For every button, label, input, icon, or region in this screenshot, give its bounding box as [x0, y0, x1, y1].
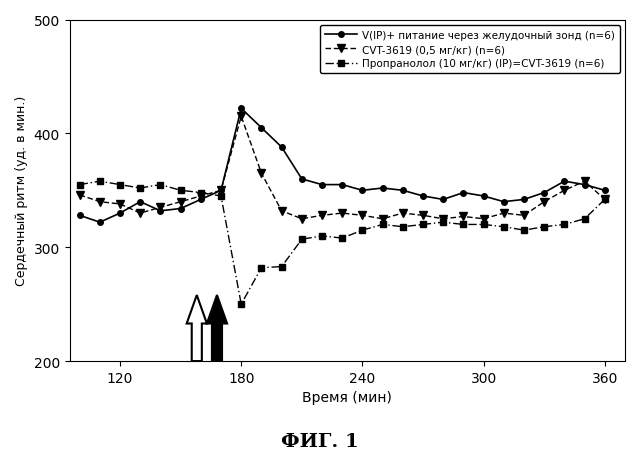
Polygon shape [187, 295, 207, 361]
Пропранолол (10 мг/кг) (IP)=CVT-3619 (n=6) [217, 194, 225, 199]
Пропранолол (10 мг/кг) (IP)=CVT-3619 (n=6) [157, 183, 164, 188]
V(IP)+ питание через желудочный зонд (n=6) [257, 126, 265, 131]
Пропранолол (10 мг/кг) (IP)=CVT-3619 (n=6) [197, 190, 205, 196]
Пропранолол (10 мг/кг) (IP)=CVT-3619 (n=6) [580, 216, 588, 222]
Line: V(IP)+ питание через желудочный зонд (n=6): V(IP)+ питание через желудочный зонд (n=… [77, 106, 607, 226]
CVT-3619 (0,5 мг/кг) (n=6) [379, 216, 387, 222]
V(IP)+ питание через желудочный зонд (n=6) [601, 188, 609, 193]
Пропранолол (10 мг/кг) (IP)=CVT-3619 (n=6) [257, 266, 265, 271]
Пропранолол (10 мг/кг) (IP)=CVT-3619 (n=6) [298, 237, 306, 243]
Y-axis label: Сердечный ритм (уд. в мин.): Сердечный ритм (уд. в мин.) [15, 96, 28, 286]
V(IP)+ питание через желудочный зонд (n=6) [136, 199, 144, 205]
V(IP)+ питание через желудочный зонд (n=6) [358, 188, 366, 193]
CVT-3619 (0,5 мг/кг) (n=6) [480, 216, 488, 222]
Пропранолол (10 мг/кг) (IP)=CVT-3619 (n=6) [237, 302, 245, 307]
Polygon shape [207, 295, 227, 361]
CVT-3619 (0,5 мг/кг) (n=6) [399, 211, 406, 216]
Пропранолол (10 мг/кг) (IP)=CVT-3619 (n=6) [278, 264, 285, 270]
V(IP)+ питание через желудочный зонд (n=6) [460, 190, 467, 196]
Пропранолол (10 мг/кг) (IP)=CVT-3619 (n=6) [601, 197, 609, 202]
CVT-3619 (0,5 мг/кг) (n=6) [500, 211, 508, 216]
V(IP)+ питание через желудочный зонд (n=6) [157, 209, 164, 214]
CVT-3619 (0,5 мг/кг) (n=6) [460, 214, 467, 220]
Пропранолол (10 мг/кг) (IP)=CVT-3619 (n=6) [96, 179, 104, 184]
V(IP)+ питание через желудочный зонд (n=6) [339, 183, 346, 188]
V(IP)+ питание через желудочный зонд (n=6) [318, 183, 326, 188]
V(IP)+ питание через желудочный зонд (n=6) [540, 190, 548, 196]
V(IP)+ питание через желудочный зонд (n=6) [96, 220, 104, 226]
CVT-3619 (0,5 мг/кг) (n=6) [601, 197, 609, 202]
V(IP)+ питание через желудочный зонд (n=6) [399, 188, 406, 193]
V(IP)+ питание через желудочный зонд (n=6) [419, 194, 427, 199]
CVT-3619 (0,5 мг/кг) (n=6) [217, 188, 225, 193]
Пропранолол (10 мг/кг) (IP)=CVT-3619 (n=6) [440, 220, 447, 226]
V(IP)+ питание через желудочный зонд (n=6) [298, 177, 306, 182]
V(IP)+ питание через желудочный зонд (n=6) [580, 183, 588, 188]
CVT-3619 (0,5 мг/кг) (n=6) [419, 213, 427, 219]
Пропранолол (10 мг/кг) (IP)=CVT-3619 (n=6) [480, 222, 488, 228]
CVT-3619 (0,5 мг/кг) (n=6) [339, 211, 346, 216]
V(IP)+ питание через желудочный зонд (n=6) [440, 197, 447, 202]
CVT-3619 (0,5 мг/кг) (n=6) [197, 194, 205, 199]
CVT-3619 (0,5 мг/кг) (n=6) [96, 199, 104, 205]
CVT-3619 (0,5 мг/кг) (n=6) [540, 199, 548, 205]
Пропранолол (10 мг/кг) (IP)=CVT-3619 (n=6) [358, 228, 366, 233]
CVT-3619 (0,5 мг/кг) (n=6) [580, 179, 588, 184]
V(IP)+ питание через желудочный зонд (n=6) [237, 106, 245, 112]
Пропранолол (10 мг/кг) (IP)=CVT-3619 (n=6) [116, 183, 124, 188]
Line: CVT-3619 (0,5 мг/кг) (n=6): CVT-3619 (0,5 мг/кг) (n=6) [76, 113, 609, 223]
CVT-3619 (0,5 мг/кг) (n=6) [136, 211, 144, 216]
V(IP)+ питание через желудочный зонд (n=6) [217, 188, 225, 193]
CVT-3619 (0,5 мг/кг) (n=6) [257, 171, 265, 176]
V(IP)+ питание через желудочный зонд (n=6) [500, 199, 508, 205]
V(IP)+ питание через желудочный зонд (n=6) [76, 213, 83, 219]
Пропранолол (10 мг/кг) (IP)=CVT-3619 (n=6) [419, 222, 427, 228]
V(IP)+ питание через желудочный зонд (n=6) [177, 207, 184, 212]
CVT-3619 (0,5 мг/кг) (n=6) [561, 188, 568, 193]
V(IP)+ питание через желудочный зонд (n=6) [278, 145, 285, 150]
V(IP)+ питание через желудочный зонд (n=6) [480, 194, 488, 199]
CVT-3619 (0,5 мг/кг) (n=6) [76, 193, 83, 198]
Пропранолол (10 мг/кг) (IP)=CVT-3619 (n=6) [318, 234, 326, 239]
Пропранолол (10 мг/кг) (IP)=CVT-3619 (n=6) [136, 186, 144, 191]
Пропранолол (10 мг/кг) (IP)=CVT-3619 (n=6) [379, 222, 387, 228]
CVT-3619 (0,5 мг/кг) (n=6) [278, 209, 285, 214]
V(IP)+ питание через желудочный зонд (n=6) [561, 179, 568, 184]
Legend: V(IP)+ питание через желудочный зонд (n=6), CVT-3619 (0,5 мг/кг) (n=6), Пропрано: V(IP)+ питание через желудочный зонд (n=… [320, 26, 620, 74]
CVT-3619 (0,5 мг/кг) (n=6) [520, 213, 528, 219]
CVT-3619 (0,5 мг/кг) (n=6) [237, 114, 245, 120]
Пропранолол (10 мг/кг) (IP)=CVT-3619 (n=6) [177, 188, 184, 193]
Пропранолол (10 мг/кг) (IP)=CVT-3619 (n=6) [520, 228, 528, 233]
Пропранолол (10 мг/кг) (IP)=CVT-3619 (n=6) [339, 236, 346, 241]
CVT-3619 (0,5 мг/кг) (n=6) [298, 216, 306, 222]
CVT-3619 (0,5 мг/кг) (n=6) [116, 202, 124, 207]
Line: Пропранолол (10 мг/кг) (IP)=CVT-3619 (n=6): Пропранолол (10 мг/кг) (IP)=CVT-3619 (n=… [76, 178, 608, 308]
Пропранолол (10 мг/кг) (IP)=CVT-3619 (n=6) [561, 222, 568, 228]
Пропранолол (10 мг/кг) (IP)=CVT-3619 (n=6) [540, 225, 548, 230]
V(IP)+ питание через желудочный зонд (n=6) [197, 197, 205, 202]
CVT-3619 (0,5 мг/кг) (n=6) [358, 213, 366, 219]
V(IP)+ питание через желудочный зонд (n=6) [379, 186, 387, 191]
CVT-3619 (0,5 мг/кг) (n=6) [157, 205, 164, 211]
X-axis label: Время (мин): Время (мин) [302, 391, 392, 405]
CVT-3619 (0,5 мг/кг) (n=6) [177, 199, 184, 205]
V(IP)+ питание через желудочный зонд (n=6) [520, 197, 528, 202]
CVT-3619 (0,5 мг/кг) (n=6) [440, 216, 447, 222]
Пропранолол (10 мг/кг) (IP)=CVT-3619 (n=6) [399, 225, 406, 230]
V(IP)+ питание через желудочный зонд (n=6) [116, 211, 124, 216]
Пропранолол (10 мг/кг) (IP)=CVT-3619 (n=6) [500, 225, 508, 230]
Text: ФИГ. 1: ФИГ. 1 [281, 433, 359, 451]
CVT-3619 (0,5 мг/кг) (n=6) [318, 213, 326, 219]
Пропранолол (10 мг/кг) (IP)=CVT-3619 (n=6) [76, 183, 83, 188]
Пропранолол (10 мг/кг) (IP)=CVT-3619 (n=6) [460, 222, 467, 228]
